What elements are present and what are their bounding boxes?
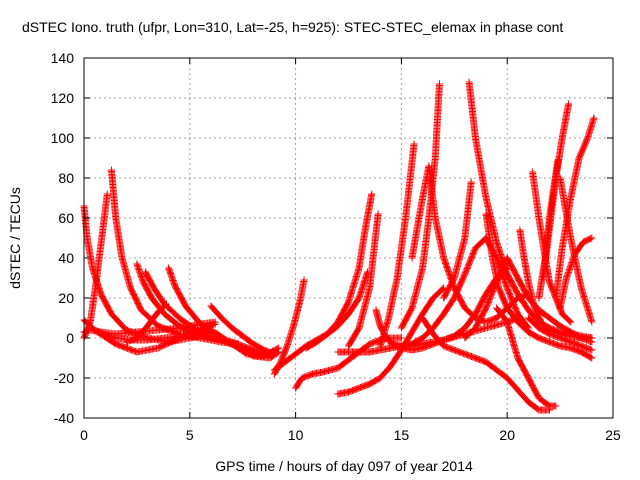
y-tick-label: 80 <box>58 170 74 186</box>
x-tick-label: 25 <box>605 427 621 443</box>
series-markers <box>516 226 596 342</box>
series-markers <box>376 140 418 350</box>
series-37 <box>556 174 596 326</box>
axis-ticks: 0 5 10 15 20 25 -40 -20 0 20 40 60 80 100 120 140 <box>51 50 621 443</box>
y-tick-label: 100 <box>51 130 75 146</box>
y-tick-label: 140 <box>51 50 75 66</box>
series-markers <box>440 178 475 302</box>
x-tick-label: 15 <box>394 427 410 443</box>
y-tick-label: 20 <box>58 290 74 306</box>
series-markers <box>524 314 596 354</box>
series-markers <box>556 174 596 326</box>
series-markers <box>482 210 596 362</box>
y-tick-label: 120 <box>51 90 75 106</box>
series-markers <box>207 302 278 358</box>
grid-lines <box>84 58 613 418</box>
series-markers <box>493 304 560 410</box>
series-9 <box>165 264 283 360</box>
series-29 <box>493 304 560 410</box>
series-24 <box>419 314 553 414</box>
series-30 <box>516 226 596 342</box>
series-36 <box>524 314 596 354</box>
x-tick-label: 10 <box>288 427 304 443</box>
chart-title: dSTEC Iono. truth (ufpr, Lon=310, Lat=-2… <box>22 19 563 35</box>
x-axis-title: GPS time / hours of day 097 of year 2014 <box>215 458 473 474</box>
series-markers <box>345 210 382 350</box>
series-15 <box>302 190 376 352</box>
data-series <box>80 78 598 414</box>
y-tick-label: 0 <box>66 330 74 346</box>
series-25 <box>440 178 475 302</box>
y-tick-label: 40 <box>58 250 74 266</box>
series-12 <box>270 276 308 378</box>
x-tick-label: 0 <box>80 427 88 443</box>
series-18 <box>345 210 382 350</box>
series-markers <box>419 314 553 414</box>
series-markers <box>302 190 376 352</box>
x-tick-label: 20 <box>499 427 515 443</box>
series-11 <box>207 302 278 358</box>
series-10 <box>122 300 170 346</box>
series-20 <box>376 140 418 350</box>
series-markers <box>165 264 283 360</box>
y-tick-label: -40 <box>54 410 74 426</box>
y-tick-label: -20 <box>54 370 74 386</box>
series-33 <box>539 100 573 282</box>
series-markers <box>122 300 170 346</box>
series-28 <box>482 210 596 362</box>
y-axis-title: dSTEC / TECUs <box>7 187 23 289</box>
plot-frame <box>83 57 614 419</box>
series-markers <box>270 276 308 378</box>
series-markers <box>539 100 573 282</box>
x-tick-label: 5 <box>186 427 194 443</box>
y-tick-label: 60 <box>58 210 74 226</box>
